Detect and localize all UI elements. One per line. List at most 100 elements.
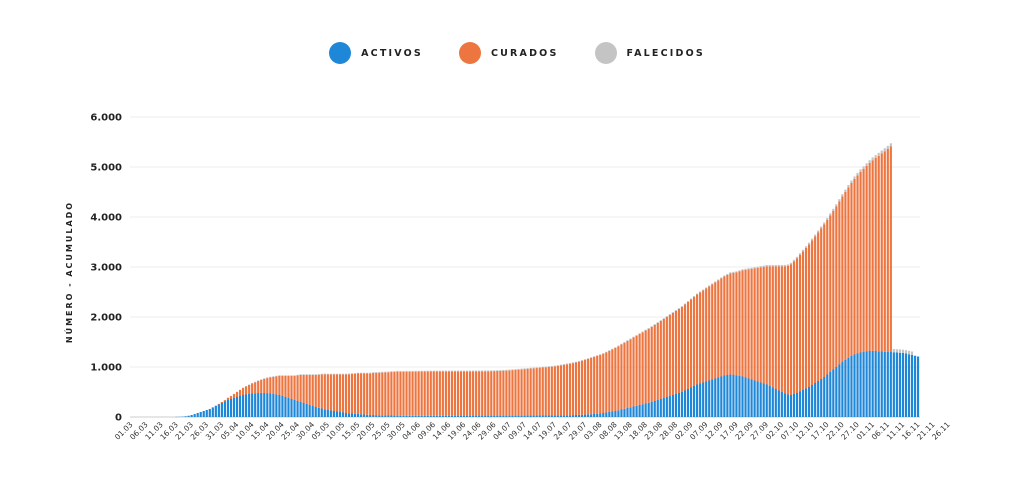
bar-curados[interactable] [360,373,363,415]
bar-curados[interactable] [641,332,644,405]
bar-activos[interactable] [414,415,417,417]
bar-activos[interactable] [829,372,832,417]
bar-falecidos[interactable] [363,372,366,374]
bar-activos[interactable] [735,375,738,418]
bar-falecidos[interactable] [278,375,281,376]
bar-activos[interactable] [565,415,569,417]
bar-falecidos[interactable] [786,264,789,266]
bar-curados[interactable] [284,376,287,397]
bar-activos[interactable] [502,415,505,417]
bar-falecidos[interactable] [711,283,714,285]
bar-falecidos[interactable] [293,375,296,376]
bar-falecidos[interactable] [738,270,741,272]
bar-falecidos[interactable] [574,361,578,363]
bar-falecidos[interactable] [907,350,911,355]
bar-curados[interactable] [432,371,435,416]
bar-activos[interactable] [220,403,223,417]
bar-activos[interactable] [245,394,248,418]
bar-falecidos[interactable] [350,373,354,374]
bar-activos[interactable] [795,393,799,417]
bar-curados[interactable] [629,339,632,408]
bar-falecidos[interactable] [441,370,444,372]
bar-activos[interactable] [886,352,889,417]
bar-activos[interactable] [441,415,444,417]
bar-falecidos[interactable] [372,372,375,373]
bar-activos[interactable] [299,402,302,417]
bar-curados[interactable] [832,211,835,370]
bar-falecidos[interactable] [817,230,820,233]
bar-curados[interactable] [387,372,390,416]
bar-falecidos[interactable] [632,336,635,338]
bar-activos[interactable] [571,415,575,417]
bar-curados[interactable] [378,372,381,416]
bar-activos[interactable] [520,415,523,417]
bar-falecidos[interactable] [499,370,502,371]
bar-activos[interactable] [832,369,835,418]
bar-falecidos[interactable] [456,370,460,372]
bar-activos[interactable] [229,399,233,417]
bar-activos[interactable] [635,405,638,417]
bar-falecidos[interactable] [490,370,493,372]
bar-curados[interactable] [487,371,490,416]
bar-activos[interactable] [357,414,360,417]
bar-curados[interactable] [783,266,786,394]
bar-activos[interactable] [384,415,387,417]
bar-curados[interactable] [226,397,230,400]
bar-falecidos[interactable] [889,143,892,147]
bar-falecidos[interactable] [438,370,441,372]
bar-activos[interactable] [511,415,514,417]
bar-activos[interactable] [753,380,756,418]
bar-activos[interactable] [877,351,880,417]
bar-curados[interactable] [617,346,620,411]
bar-curados[interactable] [680,307,684,392]
bar-falecidos[interactable] [759,266,762,268]
bar-activos[interactable] [659,399,662,417]
bar-activos[interactable] [508,415,511,417]
bar-activos[interactable] [550,415,553,417]
bar-falecidos[interactable] [469,370,472,372]
bar-curados[interactable] [393,371,396,416]
bar-activos[interactable] [562,415,566,417]
bar-curados[interactable] [278,376,281,395]
bar-curados[interactable] [798,255,802,392]
bar-curados[interactable] [508,370,511,416]
bar-curados[interactable] [647,328,650,403]
bar-falecidos[interactable] [777,264,780,267]
bar-falecidos[interactable] [296,374,299,376]
bar-activos[interactable] [547,415,550,417]
bar-falecidos[interactable] [305,374,308,375]
bar-falecidos[interactable] [844,189,847,192]
bar-falecidos[interactable] [877,152,880,156]
bar-falecidos[interactable] [344,373,348,375]
bar-activos[interactable] [632,406,635,418]
bar-falecidos[interactable] [689,298,693,300]
bar-activos[interactable] [620,409,623,418]
bar-falecidos[interactable] [726,273,729,275]
bar-activos[interactable] [217,404,220,418]
bar-falecidos[interactable] [735,271,738,273]
bar-falecidos[interactable] [332,373,335,375]
bar-activos[interactable] [490,415,493,417]
bar-curados[interactable] [608,351,611,412]
bar-falecidos[interactable] [414,370,417,372]
bar-activos[interactable] [538,415,541,418]
bar-falecidos[interactable] [508,369,511,371]
bar-activos[interactable] [856,353,859,418]
bar-falecidos[interactable] [608,350,611,351]
bar-falecidos[interactable] [692,296,696,297]
bar-curados[interactable] [235,392,239,397]
bar-curados[interactable] [599,355,602,414]
bar-falecidos[interactable] [629,338,632,340]
bar-curados[interactable] [644,330,647,404]
bar-falecidos[interactable] [317,374,320,375]
bar-falecidos[interactable] [593,356,596,357]
bar-falecidos[interactable] [823,222,826,225]
bar-curados[interactable] [568,363,572,416]
bar-falecidos[interactable] [783,264,786,267]
bar-activos[interactable] [241,395,245,417]
bar-falecidos[interactable] [683,303,687,305]
bar-falecidos[interactable] [826,217,829,220]
bar-curados[interactable] [696,294,699,385]
bar-activos[interactable] [765,384,768,418]
bar-curados[interactable] [544,367,547,416]
